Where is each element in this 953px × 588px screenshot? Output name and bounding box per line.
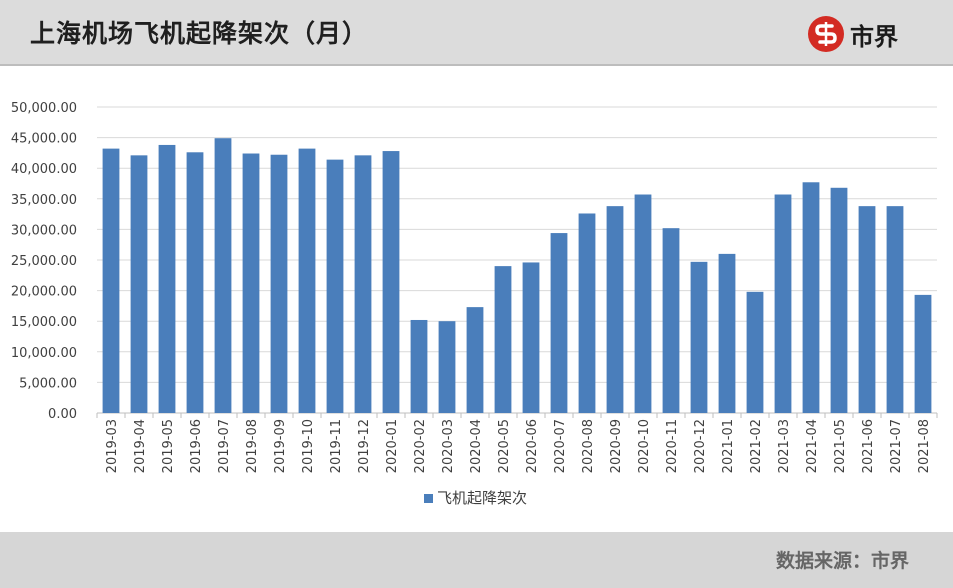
header-bar: 上海机场飞机起降架次（月） 市界 bbox=[0, 0, 953, 64]
y-tick-label: 5,000.00 bbox=[19, 376, 77, 391]
bar bbox=[494, 266, 512, 413]
data-source: 数据来源：市界 bbox=[775, 550, 909, 572]
x-tick-label: 2019-10 bbox=[301, 419, 316, 473]
y-tick-label: 10,000.00 bbox=[11, 346, 77, 361]
bar bbox=[634, 194, 652, 413]
bar bbox=[690, 261, 708, 413]
x-tick-label: 2020-06 bbox=[525, 419, 540, 473]
y-tick-label: 20,000.00 bbox=[11, 285, 77, 300]
footer-bar: 数据来源：市界 bbox=[0, 532, 953, 588]
y-tick-label: 50,000.00 bbox=[11, 101, 77, 116]
brand-logo-text: 市界 bbox=[850, 22, 898, 51]
bar bbox=[214, 138, 232, 413]
x-tick-label: 2019-11 bbox=[329, 419, 344, 473]
bar bbox=[774, 194, 792, 413]
x-tick-label: 2019-09 bbox=[273, 419, 288, 473]
bar bbox=[886, 206, 904, 413]
brand-logo-icon bbox=[808, 16, 844, 52]
x-tick-label: 2020-04 bbox=[469, 419, 484, 473]
x-tick-label: 2021-02 bbox=[749, 419, 764, 473]
legend-label: 飞机起降架次 bbox=[437, 489, 527, 507]
chart-area: 0.00 5,000.00 10,000.00 15,000.00 20,000.00 2… bbox=[0, 66, 953, 532]
x-tick-label: 2021-08 bbox=[917, 419, 932, 473]
x-tick-label: 2019-07 bbox=[217, 419, 232, 473]
x-tick-label: 2020-10 bbox=[637, 419, 652, 473]
y-tick-label: 40,000.00 bbox=[11, 162, 77, 177]
x-tick-label: 2020-05 bbox=[497, 419, 512, 473]
bar bbox=[102, 148, 120, 413]
x-tick-label: 2021-01 bbox=[721, 419, 736, 473]
bar bbox=[382, 151, 400, 413]
bar bbox=[242, 153, 260, 413]
y-tick-label: 25,000.00 bbox=[11, 254, 77, 269]
chart-title: 上海机场飞机起降架次（月） bbox=[30, 19, 369, 48]
bar bbox=[466, 307, 484, 413]
y-tick-label: 35,000.00 bbox=[11, 193, 77, 208]
bar bbox=[186, 152, 204, 413]
x-tick-label: 2021-06 bbox=[861, 419, 876, 473]
x-tick-label: 2021-03 bbox=[777, 419, 792, 473]
bar bbox=[550, 233, 568, 413]
bar bbox=[438, 321, 456, 413]
bar bbox=[326, 159, 344, 413]
y-tick-label: 0.00 bbox=[48, 407, 77, 422]
bar bbox=[298, 148, 316, 413]
legend: 飞机起降架次 bbox=[424, 489, 527, 507]
bar-chart: 0.00 5,000.00 10,000.00 15,000.00 20,000.00 2… bbox=[11, 101, 938, 507]
bar bbox=[858, 206, 876, 413]
bar bbox=[662, 228, 680, 413]
x-tick-label: 2020-01 bbox=[385, 419, 400, 473]
bar bbox=[718, 253, 736, 413]
header-divider bbox=[0, 64, 953, 66]
x-tick-label: 2019-03 bbox=[105, 419, 120, 473]
bar bbox=[914, 294, 932, 413]
bar bbox=[522, 262, 540, 413]
x-tick-label: 2019-12 bbox=[357, 419, 372, 473]
bar bbox=[130, 155, 148, 413]
x-tick-label: 2020-08 bbox=[581, 419, 596, 473]
bar bbox=[578, 213, 596, 413]
y-tick-label: 30,000.00 bbox=[11, 223, 77, 238]
x-tick-label: 2020-09 bbox=[609, 419, 624, 473]
y-tick-label: 45,000.00 bbox=[11, 132, 77, 147]
legend-swatch bbox=[424, 494, 433, 503]
bar bbox=[802, 182, 820, 413]
bar bbox=[270, 154, 288, 413]
bar bbox=[606, 206, 624, 413]
x-tick-label: 2021-04 bbox=[805, 419, 820, 473]
x-tick-label: 2021-05 bbox=[833, 419, 848, 473]
brand-logo: 市界 bbox=[808, 14, 898, 54]
x-tick-label: 2020-11 bbox=[665, 419, 680, 473]
x-tick-label: 2019-04 bbox=[133, 419, 148, 473]
y-tick-label: 15,000.00 bbox=[11, 315, 77, 330]
bar bbox=[830, 187, 848, 413]
x-tick-label: 2020-02 bbox=[413, 419, 428, 473]
x-tick-label: 2020-07 bbox=[553, 419, 568, 473]
bar bbox=[354, 155, 372, 413]
bar bbox=[746, 291, 764, 413]
bar bbox=[410, 319, 428, 413]
x-tick-label: 2019-05 bbox=[161, 419, 176, 473]
bar bbox=[158, 144, 176, 413]
x-tick-label: 2021-07 bbox=[889, 419, 904, 473]
x-tick-label: 2019-06 bbox=[189, 419, 204, 473]
x-tick-label: 2020-12 bbox=[693, 419, 708, 473]
x-tick-label: 2019-08 bbox=[245, 419, 260, 473]
x-tick-label: 2020-03 bbox=[441, 419, 456, 473]
